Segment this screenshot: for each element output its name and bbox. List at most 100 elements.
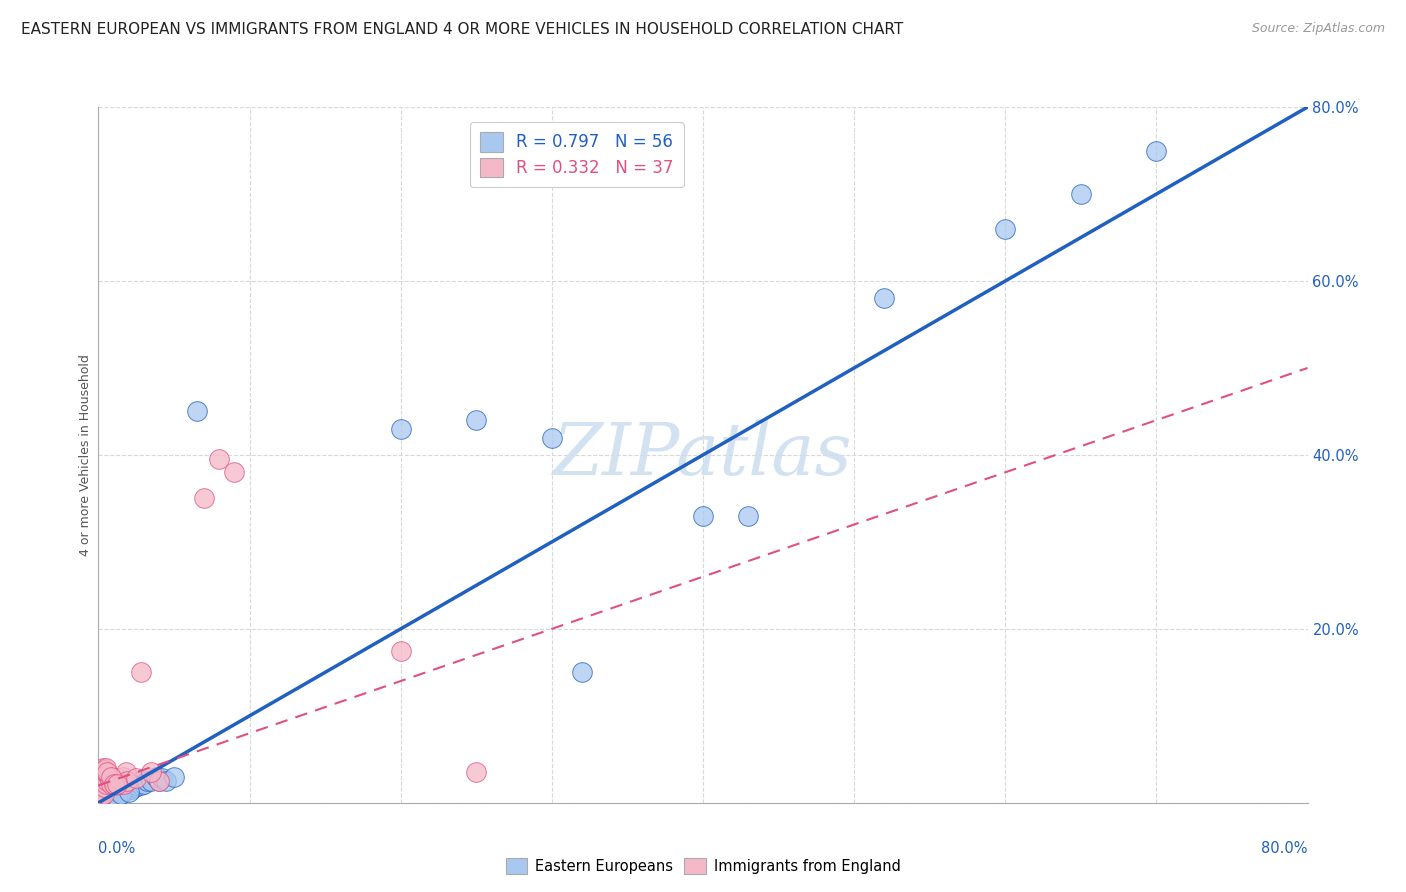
Point: [111, 783, 134, 797]
Point: [118, 785, 141, 799]
Point: [145, 770, 167, 784]
Point: [120, 778, 142, 792]
Point: [125, 778, 148, 792]
Point: [98, 772, 121, 786]
Point: [89, 791, 111, 805]
Text: ZIPatlas: ZIPatlas: [553, 419, 853, 491]
Point: [111, 770, 134, 784]
Point: [110, 781, 132, 796]
Point: [103, 774, 125, 789]
Point: [93, 763, 115, 777]
Point: [692, 508, 714, 523]
Point: [103, 785, 125, 799]
Point: [96, 765, 118, 780]
Point: [148, 774, 170, 789]
Point: [103, 777, 125, 791]
Text: 80.0%: 80.0%: [1261, 841, 1308, 856]
Point: [90, 763, 112, 777]
Point: [100, 790, 122, 805]
Point: [104, 782, 127, 797]
Point: [112, 778, 135, 792]
Point: [115, 782, 138, 797]
Point: [101, 789, 124, 803]
Point: [91, 761, 114, 775]
Point: [129, 665, 152, 680]
Point: [540, 431, 562, 445]
Point: [112, 777, 135, 791]
Point: [737, 508, 759, 523]
Point: [129, 778, 152, 792]
Point: [873, 291, 896, 305]
Point: [90, 789, 112, 803]
Point: [465, 765, 488, 780]
Point: [208, 452, 231, 467]
Point: [108, 780, 131, 794]
Point: [94, 770, 117, 784]
Point: [89, 791, 111, 805]
Point: [224, 466, 246, 480]
Point: [186, 404, 208, 418]
Point: [93, 789, 115, 803]
Point: [114, 781, 136, 796]
Point: [135, 774, 157, 789]
Point: [107, 785, 129, 799]
Point: [91, 790, 114, 805]
Point: [105, 790, 128, 805]
Point: [124, 780, 146, 794]
Point: [94, 761, 117, 775]
Point: [114, 765, 136, 780]
Point: [1070, 187, 1092, 202]
Point: [108, 774, 131, 789]
Point: [141, 774, 163, 789]
Point: [132, 777, 155, 791]
Point: [101, 770, 124, 784]
Point: [105, 787, 128, 801]
Point: [96, 792, 118, 806]
Point: [96, 789, 118, 803]
Point: [93, 780, 115, 794]
Point: [141, 765, 163, 780]
Point: [150, 772, 173, 786]
Point: [103, 789, 125, 803]
Text: Source: ZipAtlas.com: Source: ZipAtlas.com: [1251, 22, 1385, 36]
Point: [100, 770, 122, 784]
Point: [100, 777, 122, 791]
Point: [105, 772, 128, 786]
Point: [98, 785, 121, 799]
Point: [127, 775, 149, 789]
Point: [91, 785, 114, 799]
Point: [110, 787, 132, 801]
Point: [93, 791, 115, 805]
Point: [571, 665, 593, 680]
Point: [94, 791, 117, 805]
Point: [122, 777, 145, 791]
Point: [389, 643, 412, 657]
Point: [104, 778, 127, 792]
Point: [110, 777, 132, 791]
Point: [163, 770, 186, 784]
Point: [90, 794, 112, 808]
Point: [193, 491, 215, 506]
Point: [125, 772, 148, 786]
Text: EASTERN EUROPEAN VS IMMIGRANTS FROM ENGLAND 4 OR MORE VEHICLES IN HOUSEHOLD CORR: EASTERN EUROPEAN VS IMMIGRANTS FROM ENGL…: [21, 22, 903, 37]
Point: [90, 792, 112, 806]
Legend: R = 0.797   N = 56, R = 0.332   N = 37: R = 0.797 N = 56, R = 0.332 N = 37: [470, 122, 683, 187]
Legend: Eastern Europeans, Immigrants from England: Eastern Europeans, Immigrants from Engla…: [499, 852, 907, 880]
Point: [96, 774, 118, 789]
Point: [115, 774, 138, 789]
Text: 0.0%: 0.0%: [98, 841, 135, 856]
Point: [155, 774, 177, 789]
Point: [121, 781, 143, 796]
Point: [389, 422, 412, 436]
Point: [1144, 144, 1167, 158]
Y-axis label: 4 or more Vehicles in Household: 4 or more Vehicles in Household: [79, 354, 91, 556]
Point: [465, 413, 488, 427]
Point: [100, 787, 122, 801]
Point: [994, 221, 1017, 235]
Point: [93, 787, 115, 801]
Point: [94, 787, 117, 801]
Point: [105, 777, 128, 791]
Point: [118, 780, 141, 794]
Point: [94, 777, 117, 791]
Point: [148, 774, 170, 789]
